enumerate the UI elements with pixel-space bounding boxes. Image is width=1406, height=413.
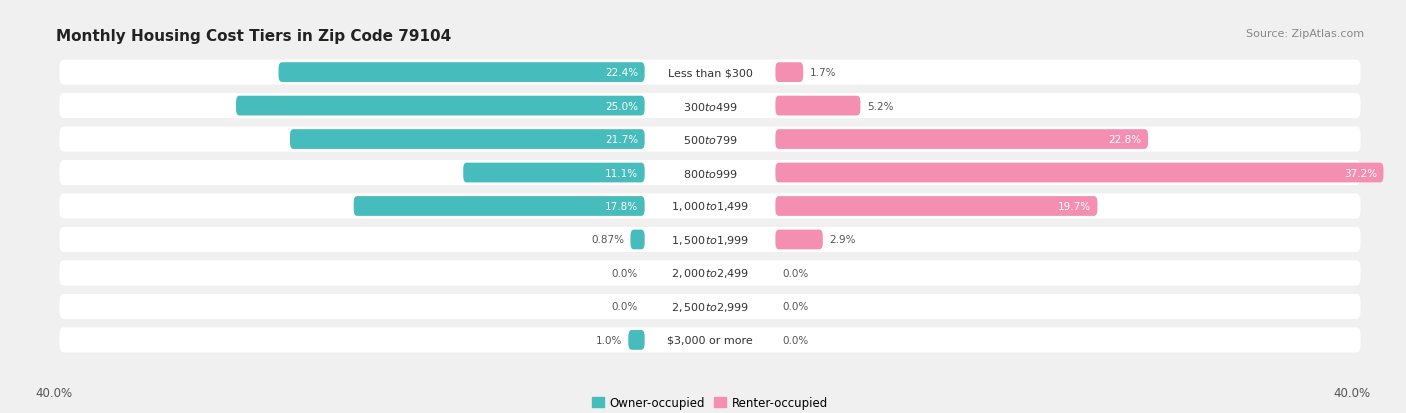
Text: 2.9%: 2.9% [830, 235, 856, 245]
FancyBboxPatch shape [59, 94, 1361, 119]
Text: 0.0%: 0.0% [782, 335, 808, 345]
FancyBboxPatch shape [59, 261, 1361, 286]
FancyBboxPatch shape [776, 97, 860, 116]
FancyBboxPatch shape [59, 328, 1361, 353]
FancyBboxPatch shape [290, 130, 644, 150]
FancyBboxPatch shape [59, 127, 1361, 152]
FancyBboxPatch shape [628, 330, 644, 350]
Text: $1,000 to $1,499: $1,000 to $1,499 [671, 200, 749, 213]
Text: $2,500 to $2,999: $2,500 to $2,999 [671, 300, 749, 313]
Text: 1.7%: 1.7% [810, 68, 837, 78]
Text: 0.0%: 0.0% [612, 301, 638, 312]
Text: $3,000 or more: $3,000 or more [668, 335, 752, 345]
FancyBboxPatch shape [59, 194, 1361, 219]
Text: 0.0%: 0.0% [782, 301, 808, 312]
Text: $2,000 to $2,499: $2,000 to $2,499 [671, 267, 749, 280]
Text: $1,500 to $1,999: $1,500 to $1,999 [671, 233, 749, 247]
FancyBboxPatch shape [354, 197, 644, 216]
Text: Monthly Housing Cost Tiers in Zip Code 79104: Monthly Housing Cost Tiers in Zip Code 7… [56, 29, 451, 44]
Text: 22.4%: 22.4% [605, 68, 638, 78]
FancyBboxPatch shape [630, 230, 644, 250]
FancyBboxPatch shape [776, 197, 1098, 216]
Text: 40.0%: 40.0% [35, 386, 72, 399]
Text: $300 to $499: $300 to $499 [682, 100, 738, 112]
Text: 21.7%: 21.7% [605, 135, 638, 145]
FancyBboxPatch shape [59, 161, 1361, 185]
Text: 22.8%: 22.8% [1108, 135, 1142, 145]
Text: 37.2%: 37.2% [1344, 168, 1376, 178]
FancyBboxPatch shape [278, 63, 644, 83]
Text: 11.1%: 11.1% [605, 168, 638, 178]
Text: 25.0%: 25.0% [605, 101, 638, 112]
Text: $800 to $999: $800 to $999 [682, 167, 738, 179]
Text: 1.0%: 1.0% [595, 335, 621, 345]
FancyBboxPatch shape [463, 163, 644, 183]
FancyBboxPatch shape [776, 163, 1384, 183]
Text: 0.87%: 0.87% [591, 235, 624, 245]
Text: 17.8%: 17.8% [605, 202, 638, 211]
FancyBboxPatch shape [776, 63, 803, 83]
FancyBboxPatch shape [776, 230, 823, 250]
FancyBboxPatch shape [59, 228, 1361, 252]
FancyBboxPatch shape [776, 130, 1149, 150]
Text: 0.0%: 0.0% [612, 268, 638, 278]
FancyBboxPatch shape [59, 294, 1361, 319]
Legend: Owner-occupied, Renter-occupied: Owner-occupied, Renter-occupied [586, 392, 834, 413]
Text: 19.7%: 19.7% [1057, 202, 1091, 211]
Text: 40.0%: 40.0% [1334, 386, 1371, 399]
Text: 0.0%: 0.0% [782, 268, 808, 278]
FancyBboxPatch shape [236, 97, 644, 116]
Text: Source: ZipAtlas.com: Source: ZipAtlas.com [1246, 29, 1364, 39]
FancyBboxPatch shape [59, 60, 1361, 85]
Text: 5.2%: 5.2% [868, 101, 893, 112]
Text: Less than $300: Less than $300 [668, 68, 752, 78]
Text: $500 to $799: $500 to $799 [682, 134, 738, 146]
